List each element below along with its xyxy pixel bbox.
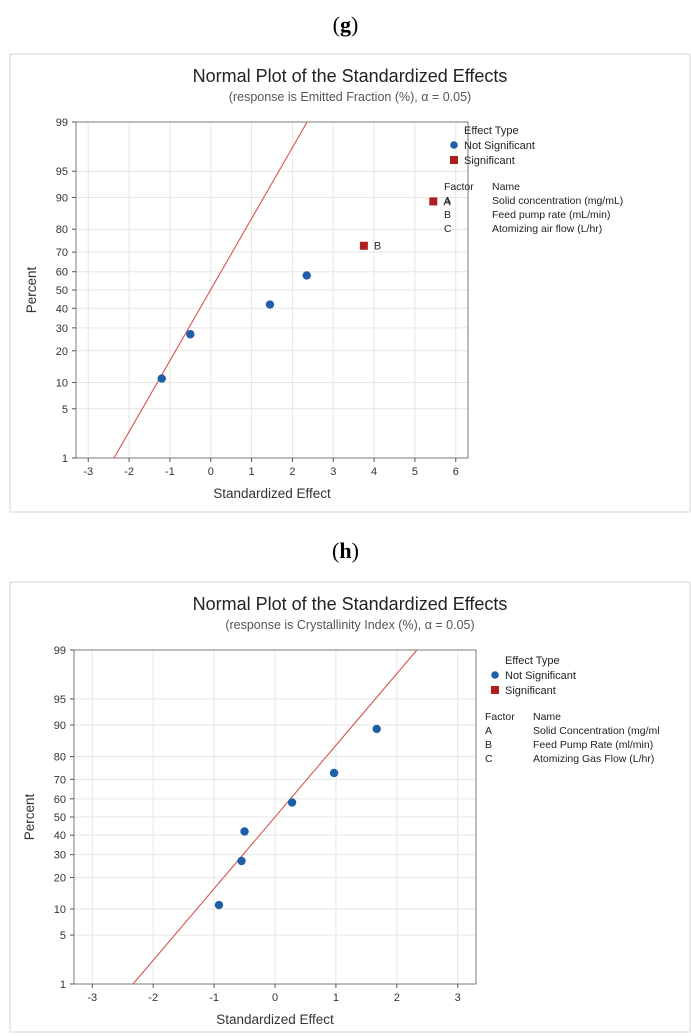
not-significant-point xyxy=(214,900,224,910)
y-tick-label: 80 xyxy=(56,224,68,236)
name-header: Name xyxy=(533,711,561,723)
legend-label-significant: Significant xyxy=(464,155,515,167)
y-tick-label: 70 xyxy=(54,774,66,786)
y-tick-label: 1 xyxy=(62,453,68,465)
x-tick-label: -3 xyxy=(87,992,97,1004)
factor-code: C xyxy=(444,223,452,235)
y-tick-label: 60 xyxy=(54,794,66,806)
x-tick-label: 6 xyxy=(453,466,459,478)
chart-frame xyxy=(9,53,691,513)
y-tick-label: 50 xyxy=(54,812,66,824)
y-tick-label: 95 xyxy=(54,694,66,706)
x-tick-label: 1 xyxy=(249,466,255,478)
y-tick-label: 5 xyxy=(60,930,66,942)
panel-label-h: (h) xyxy=(332,538,359,563)
not-significant-point xyxy=(329,768,339,778)
factor-code: B xyxy=(444,209,451,221)
x-axis-label: Standardized Effect xyxy=(216,1012,334,1027)
y-tick-label: 30 xyxy=(56,323,68,335)
normal-reference-line xyxy=(132,650,418,984)
y-tick-label: 20 xyxy=(56,346,68,358)
factor-code: C xyxy=(485,753,493,765)
point-label: A xyxy=(443,196,451,208)
legend-marker-not-significant xyxy=(450,141,458,149)
y-tick-label: 30 xyxy=(54,850,66,862)
factor-name: Feed Pump Rate (ml/min) xyxy=(533,739,653,751)
legend-marker-significant xyxy=(450,156,458,164)
point-label: B xyxy=(374,241,381,253)
not-significant-point xyxy=(302,271,311,280)
y-tick-label: 50 xyxy=(56,285,68,297)
x-axis-label: Standardized Effect xyxy=(213,486,331,501)
significant-point xyxy=(429,197,438,206)
factor-name: Atomizing air flow (L/hr) xyxy=(492,223,602,235)
y-tick-label: 99 xyxy=(56,117,68,129)
factor-name: Solid Concentration (mg/ml xyxy=(533,725,660,737)
not-significant-point xyxy=(240,827,249,836)
y-tick-label: 20 xyxy=(54,872,66,884)
factor-code: A xyxy=(444,195,451,207)
chart-frame xyxy=(9,581,691,1033)
factor-name: Solid concentration (mg/mL) xyxy=(492,195,623,207)
x-tick-label: -2 xyxy=(124,466,134,478)
chart-subtitle: (response is Crystallinity Index (%), α … xyxy=(225,618,474,632)
not-significant-point xyxy=(287,798,297,807)
x-tick-label: -2 xyxy=(148,992,158,1004)
x-tick-label: 0 xyxy=(272,992,278,1004)
x-tick-label: -1 xyxy=(165,466,175,478)
legend-marker-not-significant xyxy=(491,671,499,679)
y-axis-label: Percent xyxy=(24,266,39,313)
normal-reference-line xyxy=(113,122,308,458)
x-tick-label: 4 xyxy=(371,466,377,478)
x-tick-label: -1 xyxy=(209,992,219,1004)
chart-subtitle: (response is Emitted Fraction (%), α = 0… xyxy=(229,90,471,104)
factor-header: Factor xyxy=(485,711,515,723)
normal-plot-chart-h: Normal Plot of the Standardized Effects (… xyxy=(9,581,691,1033)
y-tick-label: 95 xyxy=(56,166,68,178)
y-tick-label: 90 xyxy=(56,192,68,204)
name-header: Name xyxy=(492,181,520,193)
not-significant-point xyxy=(186,330,195,339)
legend-label-significant: Significant xyxy=(505,685,556,697)
legend-title: Effect Type xyxy=(505,655,560,667)
y-tick-label: 90 xyxy=(54,720,66,732)
y-axis-label: Percent xyxy=(22,793,37,840)
x-tick-label: 3 xyxy=(330,466,336,478)
x-tick-label: -3 xyxy=(83,466,93,478)
not-significant-point xyxy=(372,724,381,734)
x-tick-label: 1 xyxy=(333,992,339,1004)
legend-label-not-significant: Not Significant xyxy=(464,140,535,152)
factor-header: Factor xyxy=(444,181,474,193)
y-tick-label: 10 xyxy=(56,378,68,390)
factor-code: B xyxy=(485,739,492,751)
normal-plot-chart-g: Normal Plot of the Standardized Effects (… xyxy=(9,53,691,513)
x-tick-label: 2 xyxy=(289,466,295,478)
y-tick-label: 40 xyxy=(54,830,66,842)
x-tick-label: 3 xyxy=(455,992,461,1004)
legend-label-not-significant: Not Significant xyxy=(505,670,576,682)
y-tick-label: 5 xyxy=(62,404,68,416)
panel-label-g: (g) xyxy=(332,12,359,37)
y-tick-label: 99 xyxy=(54,645,66,657)
factor-code: A xyxy=(485,725,492,737)
not-significant-point xyxy=(265,300,275,309)
y-tick-label: 70 xyxy=(56,247,68,259)
y-tick-label: 10 xyxy=(54,904,66,916)
x-tick-label: 2 xyxy=(394,992,400,1004)
x-tick-label: 0 xyxy=(208,466,214,478)
factor-name: Atomizing Gas Flow (L/hr) xyxy=(533,753,654,765)
factor-name: Feed pump rate (mL/min) xyxy=(492,209,610,221)
not-significant-point xyxy=(157,374,166,383)
x-tick-label: 5 xyxy=(412,466,418,478)
chart-title: Normal Plot of the Standardized Effects xyxy=(193,594,508,614)
not-significant-point xyxy=(237,856,246,866)
y-tick-label: 1 xyxy=(60,979,66,991)
y-tick-label: 40 xyxy=(56,303,68,315)
y-tick-label: 60 xyxy=(56,267,68,279)
legend-title: Effect Type xyxy=(464,125,519,137)
y-tick-label: 80 xyxy=(54,752,66,764)
chart-title: Normal Plot of the Standardized Effects xyxy=(193,66,508,86)
legend-marker-significant xyxy=(491,686,499,694)
significant-point xyxy=(359,241,368,250)
